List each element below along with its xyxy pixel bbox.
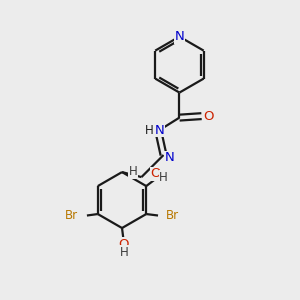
Text: N: N [165,152,175,164]
Text: H: H [144,124,153,137]
Text: H: H [120,246,128,259]
Text: H: H [129,165,138,178]
Text: O: O [118,238,129,251]
Text: N: N [154,124,164,137]
Text: H: H [159,171,168,184]
Text: O: O [203,110,213,123]
Text: Br: Br [65,209,78,222]
Text: Br: Br [166,209,179,222]
Text: N: N [175,30,184,43]
Text: O: O [150,167,161,180]
